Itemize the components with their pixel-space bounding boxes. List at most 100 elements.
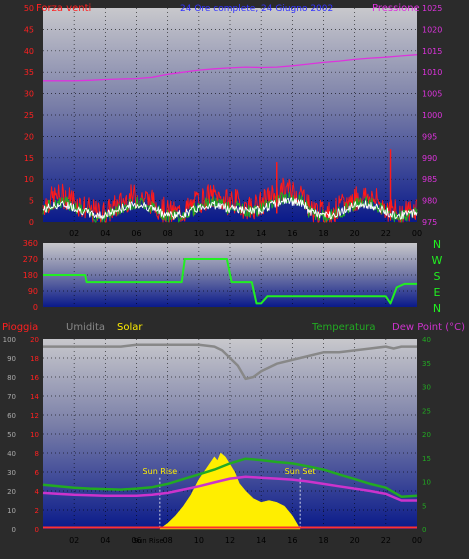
wind-tick-label: 0 (29, 218, 34, 227)
dewpoint-line (42, 475, 417, 502)
panel1-ticks: 0510152025303540455097598098599099510001… (24, 4, 443, 238)
wind-pressure-panel: 0510152025303540455097598098599099510001… (24, 3, 443, 238)
wind-tick-label: 30 (24, 90, 34, 99)
wind-tick-label: 45 (24, 25, 34, 34)
pressure-tick-label: 985 (422, 175, 437, 184)
pressure-line (43, 54, 418, 82)
compass-label: S (434, 270, 441, 283)
pressure-tick-label: 1005 (422, 90, 442, 99)
x-tick-label: 02 (69, 536, 79, 545)
panel2-series (43, 258, 417, 305)
direction-tick-label: 270 (23, 255, 38, 264)
humidity-tick-label: 80 (7, 374, 16, 382)
panel3-ticks: 0102030405060708090100024681012141618200… (3, 336, 431, 545)
panel1-background (43, 8, 417, 222)
wind-tick-label: 10 (24, 175, 34, 184)
pressure-tick-label: 1015 (422, 47, 442, 56)
wind-tick-label: 15 (24, 154, 34, 163)
x-tick-label: 14 (256, 536, 266, 545)
sun-marker-label: Sun Set (285, 467, 316, 476)
wind-tick-label: 5 (29, 197, 34, 206)
humidity-tick-label: 20 (7, 488, 16, 496)
compass-label: N (433, 302, 441, 315)
temperature-tick-label: 35 (422, 360, 431, 368)
rain-tick-label: 0 (35, 526, 39, 534)
chart-title: 24 Ore complete, 24 Giugno 2002 (180, 4, 333, 14)
x-tick-label: 16 (287, 536, 297, 545)
pressure-tick-label: 1000 (422, 111, 442, 120)
pressure-tick-label: 1020 (422, 25, 442, 34)
x-tick-label: 14 (256, 229, 266, 238)
humidity-tick-label: 60 (7, 412, 16, 420)
x-tick-label: 22 (381, 536, 391, 545)
pressure-tick-label: 1010 (422, 68, 442, 77)
temperature-tick-label: 20 (422, 431, 431, 439)
wind-tick-label: 25 (24, 111, 34, 120)
panel1-series (42, 54, 418, 223)
rain-tick-label: 8 (35, 450, 39, 458)
solar-axis-label: Solar (117, 322, 143, 333)
x-tick-label: 22 (381, 229, 391, 238)
humidity-tick-label: 90 (7, 355, 16, 363)
pressure-tick-label: 995 (422, 132, 437, 141)
temperature-tick-label: 40 (422, 336, 431, 344)
sun-marker-label: Sun Rise (143, 467, 178, 476)
temperature-tick-label: 25 (422, 407, 431, 415)
x-tick-label: 06 (131, 536, 141, 545)
x-tick-label: 12 (225, 229, 235, 238)
compass-label: W (432, 254, 443, 267)
pressure-tick-label: 980 (422, 197, 437, 206)
panel3-series: Sun Rise Sun Set Sun Rise (42, 343, 418, 545)
rain-tick-label: 10 (30, 431, 39, 439)
humidity-tick-label: 10 (7, 507, 16, 515)
x-tick-label: 18 (318, 229, 328, 238)
rain-tick-label: 20 (30, 336, 39, 344)
x-tick-label: 02 (69, 229, 79, 238)
rain-tick-label: 12 (30, 412, 39, 420)
direction-tick-label: 180 (23, 271, 38, 280)
wind-tick-label: 50 (24, 4, 34, 13)
temperature-tick-label: 15 (422, 455, 431, 463)
pressure-tick-label: 975 (422, 218, 437, 227)
compass-label: N (433, 238, 441, 251)
wind-tick-label: 20 (24, 132, 34, 141)
x-tick-label: 04 (100, 536, 110, 545)
humidity-tick-label: 0 (12, 526, 16, 534)
temperature-axis-label: Temperatura (311, 322, 376, 333)
temperature-tick-label: 0 (422, 526, 426, 534)
x-tick-label: 08 (163, 229, 173, 238)
dewpoint-axis-label: Dew Point (°C) (392, 322, 465, 333)
humidity-line (43, 343, 417, 381)
wind-tick-label: 35 (24, 68, 34, 77)
x-tick-label: 10 (194, 229, 204, 238)
pressure-tick-label: 990 (422, 154, 437, 163)
rain-axis-label: Pioggia (2, 322, 38, 333)
wind-axis-label: Forza venti (36, 3, 91, 14)
x-tick-label: 12 (225, 536, 235, 545)
x-tick-label: 00 (412, 229, 422, 238)
temperature-line (42, 457, 418, 498)
humidity-tick-label: 40 (7, 450, 16, 458)
humidity-tick-label: 50 (7, 431, 16, 439)
x-tick-label: 16 (287, 229, 297, 238)
humidity-tick-label: 70 (7, 393, 16, 401)
pressure-axis-label: Pressione (372, 3, 420, 14)
humidity-tick-label: 30 (7, 469, 16, 477)
rain-tick-label: 4 (35, 488, 40, 496)
x-tick-label: 08 (163, 536, 173, 545)
compass-label: E (434, 286, 441, 299)
humidity-axis-label: Umidita (66, 322, 105, 333)
temperature-tick-label: 5 (422, 502, 426, 510)
sun-marker-label: Sun Rise (133, 537, 163, 545)
direction-tick-label: 360 (23, 239, 38, 248)
wind-direction-line (43, 258, 417, 305)
humidity-tick-label: 100 (3, 336, 16, 344)
rain-tick-label: 6 (35, 469, 40, 477)
pressure-tick-label: 1025 (422, 4, 442, 13)
wind-average-line (42, 197, 418, 220)
wind-tick-label: 40 (24, 47, 34, 56)
direction-tick-label: 90 (28, 287, 38, 296)
